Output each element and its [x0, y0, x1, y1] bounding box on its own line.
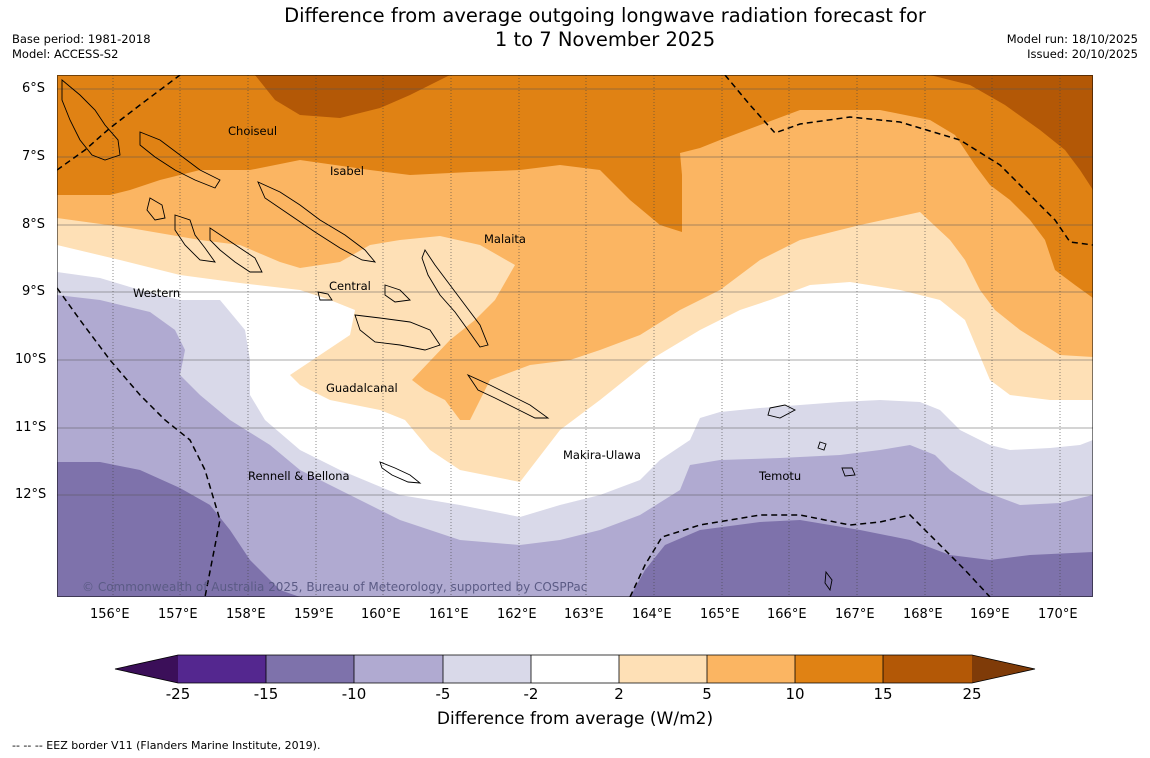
colorbar-level: -15 [253, 685, 279, 703]
colorbar-level: 15 [873, 685, 893, 703]
island-newgeorgia [146, 197, 263, 273]
copyright-note: © Commonwealth of Australia 2025, Bureau… [82, 580, 588, 594]
colorbar-segment [883, 655, 972, 683]
lon-label: 168°E [903, 607, 943, 622]
latitude-lines [57, 88, 1093, 496]
colorbar-level: -25 [165, 685, 191, 703]
lon-label: 161°E [429, 607, 469, 622]
meta-left: Base period: 1981-2018 Model: ACCESS-S2 [12, 32, 151, 62]
lon-label: 157°E [158, 607, 198, 622]
lon-label: 163°E [564, 607, 604, 622]
colorbar-level: 5 [702, 685, 712, 703]
olr-anomaly-map [57, 75, 1093, 597]
island-savo [317, 291, 333, 301]
island-choiseul [139, 131, 221, 189]
lon-label: 160°E [361, 607, 401, 622]
lon-label: 166°E [767, 607, 807, 622]
colorbar [114, 654, 1036, 684]
place-isabel: Isabel [330, 164, 365, 178]
model-name: Model: ACCESS-S2 [12, 47, 119, 61]
lat-label: 9°S [22, 284, 46, 299]
island-guadalcanal [354, 314, 441, 351]
place-western: Western [133, 286, 181, 300]
lon-label: 162°E [497, 607, 537, 622]
title-line-1: Difference from average outgoing longwav… [284, 4, 926, 27]
colorbar-level: -2 [523, 685, 539, 703]
colorbar-segment [178, 655, 266, 683]
model-run: Model run: 18/10/2025 [1006, 32, 1138, 46]
place-temotu: Temotu [759, 469, 802, 483]
island-rennell [379, 461, 422, 484]
lat-label: 10°S [15, 352, 47, 367]
island-makira [466, 373, 550, 419]
chart-title: Difference from average outgoing longwav… [175, 4, 1035, 52]
colorbar-level: 2 [614, 685, 624, 703]
lon-label: 156°E [90, 607, 130, 622]
lon-label: 165°E [700, 607, 740, 622]
island-ndeni [767, 404, 796, 419]
place-choiseul: Choiseul [228, 124, 278, 138]
lon-label: 169°E [970, 607, 1010, 622]
title-line-2: 1 to 7 November 2025 [494, 28, 716, 51]
colorbar-segment [619, 655, 707, 683]
place-guadalcanal: Guadalcanal [326, 381, 398, 395]
island-malaita [421, 249, 489, 348]
place-rennell-bellona: Rennell & Bellona [248, 469, 350, 483]
lat-label: 8°S [22, 217, 46, 232]
place-malaita: Malaita [484, 232, 526, 246]
place-makira-ulawa: Makira-Ulawa [563, 448, 641, 462]
colorbar-level: -10 [341, 685, 367, 703]
colorbar-level: 25 [962, 685, 982, 703]
colorbar-segment [354, 655, 443, 683]
lon-label: 158°E [226, 607, 266, 622]
colorbar-segment [707, 655, 795, 683]
lat-label: 6°S [22, 81, 46, 96]
place-central: Central [329, 279, 371, 293]
band-p15-25 [255, 75, 1093, 190]
colorbar-segment [972, 655, 1035, 683]
colorbar-segment [266, 655, 354, 683]
lat-label: 12°S [15, 487, 47, 502]
base-period: Base period: 1981-2018 [12, 32, 151, 46]
eez-border-note: -- -- -- EEZ border V11 (Flanders Marine… [12, 739, 321, 752]
island-florida [384, 284, 411, 303]
issued-date: Issued: 20/10/2025 [1027, 47, 1138, 61]
band-m15-10 [57, 462, 1093, 597]
lon-label: 164°E [632, 607, 672, 622]
colorbar-segment [443, 655, 531, 683]
lat-label: 11°S [15, 420, 47, 435]
colorbar-title: Difference from average (W/m2) [436, 709, 714, 729]
lon-label: 167°E [835, 607, 875, 622]
graticule [112, 75, 1061, 597]
colorbar-level: -5 [435, 685, 451, 703]
eez-border [57, 75, 1093, 597]
colorbar-segment [531, 655, 619, 683]
colorbar-level: 10 [785, 685, 805, 703]
meta-right: Model run: 18/10/2025 Issued: 20/10/2025 [1007, 32, 1138, 62]
island-bougainville [61, 79, 121, 161]
colorbar-segment [115, 655, 178, 683]
lon-label: 170°E [1038, 607, 1078, 622]
island-temotu-small [817, 441, 856, 592]
coastlines [61, 79, 856, 592]
colorbar-segment [795, 655, 883, 683]
lon-label: 159°E [294, 607, 334, 622]
band-p10-15 [57, 75, 1093, 298]
lat-label: 7°S [22, 149, 46, 164]
island-isabel [257, 181, 377, 263]
